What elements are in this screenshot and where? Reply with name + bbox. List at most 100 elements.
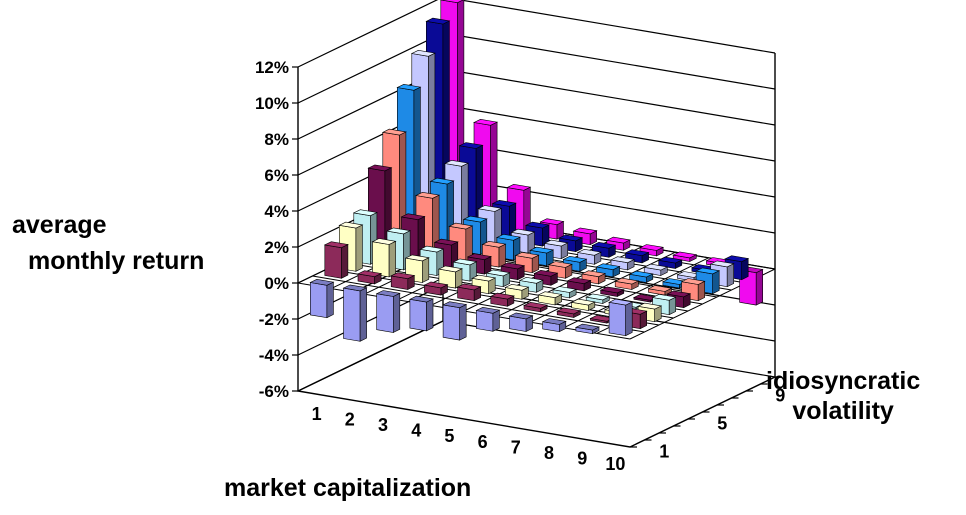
- y-axis: -6% -4% -2% 0% 2% 4% 6% 8% 10% 12%: [255, 58, 298, 401]
- bar-top: [529, 246, 555, 254]
- bar-top: [599, 286, 625, 294]
- bar-top: [581, 270, 607, 278]
- bar-top: [495, 233, 521, 241]
- bar-top: [680, 278, 706, 285]
- bar-side: [712, 270, 720, 295]
- bar: [566, 277, 592, 292]
- bar-top: [506, 183, 532, 191]
- bar: [541, 318, 567, 333]
- bar-side: [426, 298, 434, 332]
- bar: [371, 238, 397, 278]
- bar-top: [415, 191, 441, 199]
- bar-top: [709, 260, 735, 268]
- bar-top: [510, 228, 536, 236]
- bar-top: [500, 262, 526, 270]
- bar-top: [433, 238, 459, 246]
- bar-top: [375, 290, 401, 297]
- bar-top: [605, 236, 631, 244]
- bar-top: [539, 218, 565, 226]
- bar-top: [570, 298, 596, 306]
- bar-top: [338, 221, 364, 229]
- bar-side: [755, 269, 764, 306]
- bar-top: [466, 253, 492, 261]
- bar-top: [518, 276, 544, 284]
- bar-top: [639, 244, 665, 251]
- bar-top: [371, 238, 397, 245]
- bar-top: [514, 251, 540, 259]
- bar: [556, 307, 582, 318]
- z-axis-title-line-1: idiosyncratic: [766, 367, 921, 395]
- bar-top: [400, 213, 426, 221]
- bar-top: [381, 128, 407, 136]
- bar-side: [741, 258, 749, 281]
- x-axis-title: market capitalization: [224, 474, 472, 502]
- bar: [375, 290, 401, 333]
- bar-top: [423, 281, 449, 289]
- bar-top: [543, 239, 569, 247]
- bar-top: [552, 286, 578, 293]
- x-tick-label: 4: [411, 421, 421, 441]
- bar-top: [556, 307, 582, 315]
- bar-side: [459, 304, 467, 341]
- bar: [672, 251, 698, 262]
- bar: [442, 301, 468, 341]
- y-axis-title-line-1: average: [12, 211, 107, 239]
- y-tick-label: 10%: [255, 94, 289, 113]
- bar: [423, 281, 449, 296]
- bar-top: [576, 248, 602, 256]
- bar-top: [477, 205, 503, 212]
- x-tick-label: 3: [378, 415, 388, 435]
- z-tick-label: 9: [775, 386, 785, 406]
- bar: [628, 270, 654, 283]
- bar-top: [651, 293, 677, 301]
- x-tick-label: 5: [444, 426, 454, 446]
- bar-top: [489, 292, 515, 300]
- y-axis-title: average monthly return: [12, 207, 204, 279]
- bar-side: [355, 224, 363, 272]
- bar: [323, 241, 349, 279]
- bar-top: [485, 269, 511, 277]
- bar-front: [475, 310, 494, 332]
- bar-front: [309, 282, 328, 319]
- bar-top: [475, 306, 501, 314]
- x-tick-label: 9: [577, 449, 587, 469]
- bar: [608, 298, 634, 337]
- bar-top: [452, 258, 478, 266]
- bar-top: [523, 301, 549, 309]
- bar: [639, 244, 665, 257]
- bar: [309, 278, 335, 319]
- bar-top: [585, 293, 611, 301]
- bar: [552, 286, 578, 299]
- bar-top: [672, 251, 698, 259]
- bar-side: [392, 292, 401, 333]
- bar-top: [386, 227, 412, 235]
- x-tick-label: 6: [478, 432, 488, 452]
- bar: [357, 270, 383, 285]
- bar-top: [608, 298, 634, 306]
- bar-side: [359, 287, 367, 342]
- bar-top: [390, 272, 416, 280]
- x-tick-label: 2: [345, 409, 355, 429]
- bar-top: [666, 290, 692, 298]
- z-tick-label: 5: [717, 414, 727, 434]
- zero-plane-line: [530, 251, 676, 323]
- bar-front: [376, 293, 394, 333]
- gridline: [297, 104, 776, 176]
- bar-top: [572, 227, 598, 235]
- bar-side: [726, 263, 735, 288]
- bar-front: [343, 287, 361, 342]
- zero-plane-line: [563, 257, 709, 329]
- bar-top: [396, 83, 422, 91]
- bar: [581, 270, 607, 285]
- z-axis: 1 5 9: [630, 376, 785, 462]
- bar-front: [372, 241, 390, 278]
- z-axis-title: idiosyncratic volatility: [766, 366, 920, 426]
- bar-front: [608, 301, 627, 337]
- bar: [456, 283, 482, 302]
- x-tick-label: 1: [312, 404, 322, 424]
- bar-top: [342, 284, 368, 292]
- x-tick-label: 7: [511, 437, 521, 457]
- bar-side: [625, 301, 633, 337]
- bar: [657, 256, 683, 269]
- bar-top: [425, 17, 451, 25]
